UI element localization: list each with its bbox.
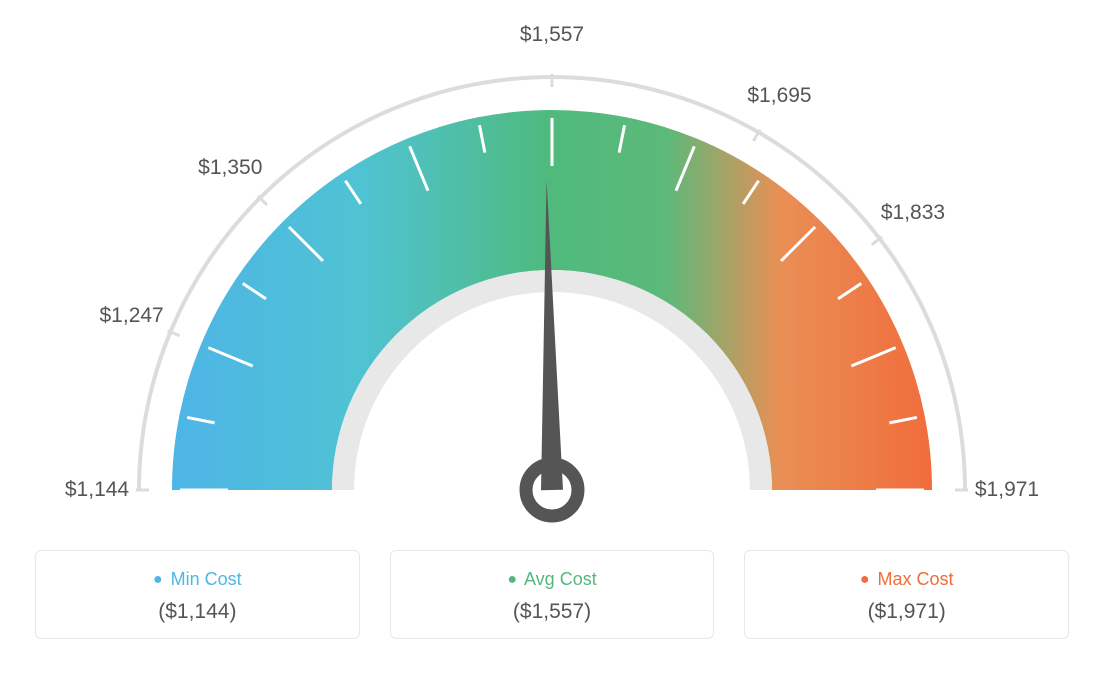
- legend-min-label: ● Min Cost: [46, 569, 349, 590]
- legend-min-box: ● Min Cost ($1,144): [35, 550, 360, 639]
- legend-max-label-text: Max Cost: [878, 569, 954, 589]
- bullet-icon: ●: [860, 571, 870, 588]
- legend-max-box: ● Max Cost ($1,971): [744, 550, 1069, 639]
- bullet-icon: ●: [153, 571, 163, 588]
- legend-avg-label: ● Avg Cost: [401, 569, 704, 590]
- legend-avg-label-text: Avg Cost: [524, 569, 597, 589]
- bullet-icon: ●: [507, 571, 517, 588]
- legend-max-label: ● Max Cost: [755, 569, 1058, 590]
- legend-avg-box: ● Avg Cost ($1,557): [390, 550, 715, 639]
- legend-min-label-text: Min Cost: [171, 569, 242, 589]
- legend-avg-value: ($1,557): [401, 600, 704, 624]
- legend-max-value: ($1,971): [755, 600, 1058, 624]
- gauge-svg: [0, 0, 1104, 540]
- gauge-tick-label: $1,557: [520, 23, 584, 47]
- chart-container: $1,144 $1,247 $1,350 $1,557 $1,695 $1,833 $1,9…: [0, 0, 1104, 690]
- gauge-tick-label: $1,695: [747, 84, 811, 108]
- gauge-tick-label: $1,144: [65, 478, 129, 502]
- gauge-tick-label: $1,247: [100, 304, 164, 328]
- legend-row: ● Min Cost ($1,144) ● Avg Cost ($1,557) …: [0, 550, 1104, 639]
- legend-min-value: ($1,144): [46, 600, 349, 624]
- gauge-tick-label: $1,350: [198, 156, 262, 180]
- gauge-tick-label: $1,971: [975, 478, 1039, 502]
- gauge-tick-label: $1,833: [881, 201, 945, 225]
- gauge-area: $1,144 $1,247 $1,350 $1,557 $1,695 $1,833 $1,9…: [0, 0, 1104, 540]
